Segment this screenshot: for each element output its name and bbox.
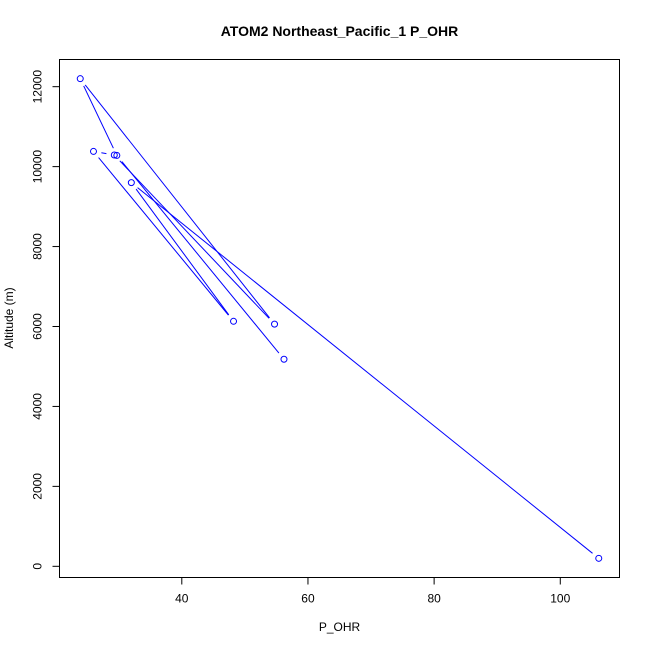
y-tick-label: 0 [31,563,45,570]
x-tick-label: 100 [550,592,570,606]
x-tick-label: 80 [427,592,441,606]
y-axis: 0 2000 4000 6000 8000 10000 12000 [31,70,60,570]
data-point [230,317,238,325]
series-line-segment [121,161,280,354]
series-line-segment [135,188,230,316]
series-line-segment [84,84,270,319]
x-axis: 40 60 80 100 [175,577,571,606]
series-line-segment [83,85,114,149]
y-tick-label: 12000 [31,70,45,104]
chart-title: ATOM2 Northeast_Pacific_1 P_OHR [221,23,459,39]
data-point [127,179,135,187]
series-line-segment [98,157,229,316]
series-line-segment [119,160,270,319]
series-line-segment [101,152,107,155]
data-point [280,355,288,363]
series-line-segment [137,187,593,554]
y-tick-label: 6000 [31,313,45,340]
data-point [110,151,118,159]
data-point [595,554,603,562]
y-tick-label: 10000 [31,150,45,184]
y-tick-label: 8000 [31,233,45,260]
series-layer [76,75,603,562]
x-axis-label: P_OHR [319,620,361,634]
data-point [89,147,97,155]
data-point [271,320,279,328]
y-tick-label: 4000 [31,393,45,420]
y-tick-label: 2000 [31,473,45,500]
x-tick-label: 40 [175,592,189,606]
plot-frame [59,59,620,578]
x-tick-label: 60 [301,592,315,606]
data-point [76,75,84,83]
data-point [113,151,121,159]
y-axis-label: Altitude (m) [2,287,16,348]
